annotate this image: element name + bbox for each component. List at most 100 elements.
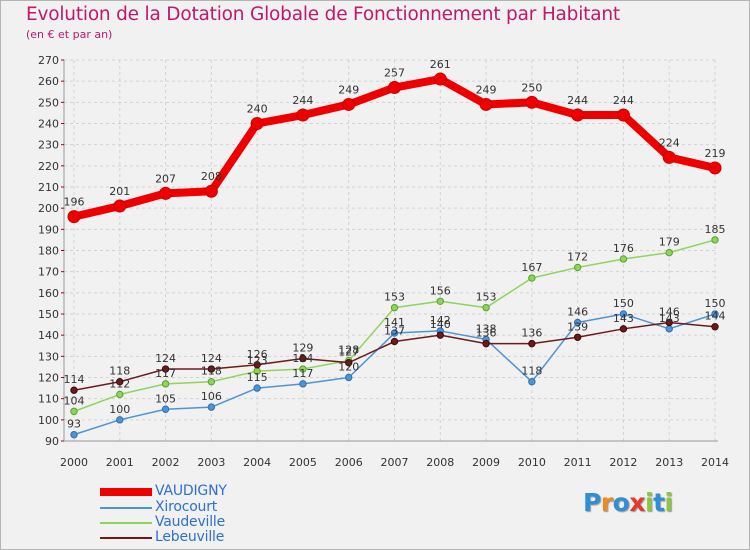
point-xirocourt-2013 <box>665 325 673 333</box>
data-label-vaudigny-2008: 261 <box>430 58 451 71</box>
data-label-lebeuville-2008: 140 <box>430 318 451 331</box>
y-tick-label-180: 180 <box>38 245 59 258</box>
legend-swatch-xirocourt <box>100 507 152 509</box>
data-label-vaudeville-2013: 179 <box>659 236 680 249</box>
data-label-lebeuville-2004: 126 <box>247 348 268 361</box>
legend-item-vaudeville: Vaudeville <box>100 514 360 531</box>
x-tick-label-2012: 2012 <box>609 456 637 469</box>
point-lebeuville-2014 <box>711 323 719 331</box>
point-vaudeville-2014 <box>711 236 719 244</box>
y-tick-label-260: 260 <box>38 75 59 88</box>
data-label-lebeuville-2001: 118 <box>109 365 130 378</box>
point-vaudigny-2010 <box>525 95 539 109</box>
y-tick-label-160: 160 <box>38 287 59 300</box>
data-label-vaudeville-2007: 153 <box>384 291 405 304</box>
x-axis-ticks: 2000 2001 2002 2003 2004 2005 2006 2007 2008 2009… <box>60 456 729 469</box>
data-label-xirocourt-2005: 117 <box>292 367 313 380</box>
y-tick-label-170: 170 <box>38 266 59 279</box>
point-vaudigny-2001 <box>113 199 127 213</box>
point-vaudigny-2000 <box>67 210 81 224</box>
data-label-lebeuville-2013: 146 <box>659 305 680 318</box>
point-vaudigny-2011 <box>571 108 585 122</box>
point-lebeuville-2011 <box>573 333 582 341</box>
legend-swatch-vaudigny <box>100 488 152 496</box>
data-label-xirocourt-2001: 100 <box>109 403 130 416</box>
point-lebeuville-2001 <box>116 378 124 386</box>
data-label-xirocourt-2008: 142 <box>430 314 451 327</box>
point-vaudigny-2013 <box>662 150 676 164</box>
x-tick-label-2008: 2008 <box>426 456 454 469</box>
x-tick-label-2010: 2010 <box>518 456 546 469</box>
x-tick-label-2009: 2009 <box>472 456 500 469</box>
legend-label-vaudigny: VAUDIGNY <box>155 483 227 499</box>
data-label-xirocourt-2013: 143 <box>659 312 680 325</box>
data-label-lebeuville-2012: 143 <box>613 312 634 325</box>
data-label-vaudeville-2005: 124 <box>292 352 313 365</box>
data-label-vaudigny-2012: 244 <box>613 94 634 107</box>
point-vaudigny-2006 <box>342 97 356 111</box>
legend-item-lebeuville: Lebeuville <box>100 529 360 546</box>
point-vaudigny-2012 <box>616 108 630 122</box>
data-label-lebeuville-2003: 124 <box>201 352 222 365</box>
point-vaudeville-2009 <box>482 303 490 312</box>
data-label-vaudeville-2002: 117 <box>155 367 176 380</box>
data-label-vaudeville-2010: 167 <box>521 261 542 274</box>
point-vaudeville-2013 <box>665 248 673 257</box>
x-tick-label-2005: 2005 <box>289 456 317 469</box>
x-tick-label-2013: 2013 <box>655 456 683 469</box>
data-label-lebeuville-2002: 124 <box>155 352 176 365</box>
x-tick-label-2003: 2003 <box>197 456 225 469</box>
y-tick-label-220: 220 <box>38 160 59 173</box>
x-tick-label-2006: 2006 <box>335 456 363 469</box>
data-label-xirocourt-2009: 138 <box>476 322 497 335</box>
point-xirocourt-2014 <box>711 310 719 318</box>
point-vaudeville-2012 <box>619 255 628 263</box>
point-xirocourt-2002 <box>161 405 170 413</box>
y-tick-label-230: 230 <box>38 139 59 152</box>
data-label-vaudigny-2001: 201 <box>109 185 130 198</box>
data-label-vaudigny-2004: 240 <box>247 103 268 116</box>
data-label-vaudigny-2003: 208 <box>201 170 222 183</box>
data-label-vaudigny-2011: 244 <box>567 94 588 107</box>
point-vaudeville-2007 <box>390 303 399 312</box>
y-tick-label-190: 190 <box>38 223 59 236</box>
data-label-lebeuville-2014: 144 <box>705 310 726 323</box>
y-tick-label-150: 150 <box>38 308 59 321</box>
data-label-vaudigny-2010: 250 <box>521 81 542 94</box>
point-xirocourt-2007 <box>390 329 399 337</box>
data-label-lebeuville-2005: 129 <box>292 341 313 354</box>
data-label-xirocourt-2007: 141 <box>384 316 405 329</box>
data-label-lebeuville-2007: 137 <box>384 325 405 338</box>
legend-label-xirocourt: Xirocourt <box>155 499 218 515</box>
point-vaudigny-2007 <box>388 81 401 95</box>
point-xirocourt-2000 <box>70 430 78 439</box>
data-label-xirocourt-2004: 115 <box>247 371 268 384</box>
point-xirocourt-2003 <box>207 403 216 411</box>
data-label-xirocourt-2014: 150 <box>705 297 726 310</box>
legend-swatch-vaudeville <box>100 522 152 524</box>
point-vaudeville-2011 <box>573 263 582 272</box>
data-label-xirocourt-2000: 93 <box>67 418 81 431</box>
y-tick-label-250: 250 <box>38 96 59 109</box>
y-tick-label-90: 90 <box>45 435 59 448</box>
legend-item-xirocourt: Xirocourt <box>100 499 360 516</box>
data-label-xirocourt-2003: 106 <box>201 390 222 403</box>
proxiti-logo: Proxiti <box>583 488 673 517</box>
data-label-vaudeville-2006: 128 <box>338 344 359 357</box>
x-tick-label-2000: 2000 <box>60 456 88 469</box>
x-tick-label-2002: 2002 <box>152 456 180 469</box>
point-lebeuville-2005 <box>299 354 307 363</box>
data-label-vaudeville-2014: 185 <box>705 223 726 236</box>
point-lebeuville-2000 <box>70 386 78 394</box>
data-label-lebeuville-2010: 136 <box>521 327 542 340</box>
point-lebeuville-2003 <box>207 365 216 373</box>
data-label-vaudigny-2006: 249 <box>338 83 359 96</box>
y-tick-label-110: 110 <box>38 393 59 406</box>
point-lebeuville-2006 <box>345 358 353 367</box>
x-tick-label-2011: 2011 <box>564 456 592 469</box>
data-label-lebeuville-2011: 139 <box>567 320 588 333</box>
legend-label-vaudeville: Vaudeville <box>155 514 226 530</box>
data-label-vaudeville-2009: 153 <box>476 291 497 304</box>
